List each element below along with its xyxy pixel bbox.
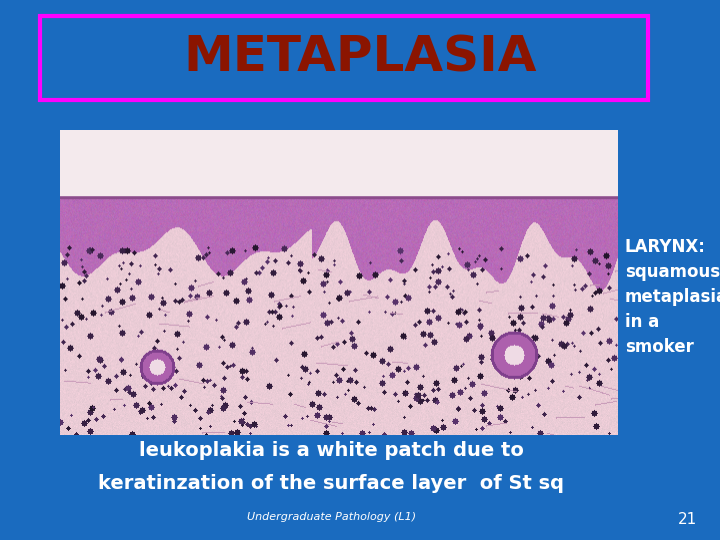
Text: SQUAMOUS: SQUAMOUS xyxy=(112,174,193,188)
Text: keratinzation of the surface layer  of St sq: keratinzation of the surface layer of St… xyxy=(98,474,564,493)
Text: RESPIRATORY: RESPIRATORY xyxy=(299,188,395,202)
Text: LARYNX:
squamous
metaplasia
in a
smoker: LARYNX: squamous metaplasia in a smoker xyxy=(625,238,720,356)
Text: Undergraduate Pathology (L1): Undergraduate Pathology (L1) xyxy=(247,512,415,522)
Text: METAPLASIA: METAPLASIA xyxy=(184,34,536,82)
Text: 21: 21 xyxy=(678,512,697,527)
FancyBboxPatch shape xyxy=(40,16,648,100)
Text: leukoplakia is a white patch due to: leukoplakia is a white patch due to xyxy=(139,441,523,461)
